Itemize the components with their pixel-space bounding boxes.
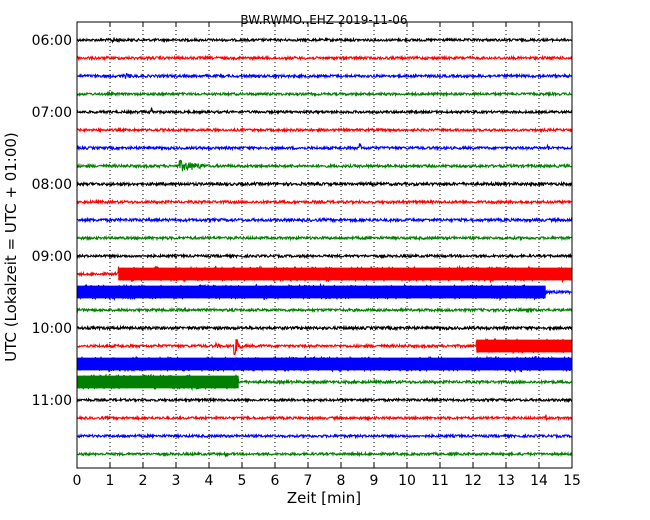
trace xyxy=(76,396,573,404)
x-tick-label: 13 xyxy=(497,473,515,489)
x-tick-label: 15 xyxy=(563,473,581,489)
x-ticks: 0 1 2 3 4 5 6 7 8 9 10 11 12 13 14 15 xyxy=(73,22,581,489)
trace-line xyxy=(76,90,573,98)
trace xyxy=(76,90,573,98)
trace-line xyxy=(76,432,573,440)
x-tick-label: 11 xyxy=(431,473,449,489)
trace xyxy=(76,180,573,188)
trace-line xyxy=(76,216,573,224)
trace xyxy=(76,36,573,44)
trace-line xyxy=(76,36,573,44)
trace-line xyxy=(76,234,573,242)
trace-saturation-band xyxy=(77,285,546,299)
x-tick-label: 10 xyxy=(398,473,416,489)
trace-line xyxy=(76,396,573,404)
chart-title: BW.RWMO..EHZ 2019-11-06 xyxy=(240,13,407,27)
trace xyxy=(76,414,573,422)
trace-line xyxy=(76,143,573,152)
x-tick-label: 1 xyxy=(106,473,115,489)
trace xyxy=(76,234,573,242)
x-tick-label: 6 xyxy=(271,473,280,489)
trace-line xyxy=(76,159,573,172)
trace-line xyxy=(76,252,573,260)
x-axis-label: Zeit [min] xyxy=(287,489,361,507)
trace-line xyxy=(76,306,573,314)
trace-line xyxy=(76,126,573,134)
trace xyxy=(76,432,573,440)
trace xyxy=(76,264,573,284)
trace-line xyxy=(76,72,573,80)
trace xyxy=(76,282,573,302)
y-tick-label: 06:00 xyxy=(32,33,72,49)
trace xyxy=(76,107,573,116)
trace-line xyxy=(76,107,573,116)
trace-line xyxy=(76,414,573,422)
trace xyxy=(76,252,573,260)
x-tick-label: 7 xyxy=(304,473,313,489)
y-ticks: 06:00 07:00 08:00 09:00 10:00 11:00 xyxy=(32,33,572,409)
trace xyxy=(76,450,573,458)
x-tick-label: 5 xyxy=(238,473,247,489)
y-tick-label: 11:00 xyxy=(32,393,72,409)
trace-layer xyxy=(76,36,573,458)
x-tick-label: 12 xyxy=(464,473,482,489)
trace-saturation-band xyxy=(118,267,572,281)
y-tick-label: 10:00 xyxy=(32,321,72,337)
x-tick-label: 4 xyxy=(205,473,214,489)
trace-saturation-band xyxy=(476,339,572,353)
trace xyxy=(76,159,573,172)
x-tick-label: 9 xyxy=(370,473,379,489)
y-tick-label: 08:00 xyxy=(32,177,72,193)
x-tick-label: 8 xyxy=(337,473,346,489)
trace-saturation-band xyxy=(77,375,239,389)
trace-line xyxy=(76,54,573,62)
trace-line xyxy=(76,324,573,332)
x-tick-label: 0 xyxy=(73,473,82,489)
trace xyxy=(76,126,573,134)
trace-line xyxy=(76,198,573,206)
trace-saturation-band xyxy=(77,357,572,371)
trace xyxy=(76,143,573,152)
trace-line xyxy=(76,450,573,458)
axes-frame xyxy=(76,21,573,469)
trace xyxy=(76,216,573,224)
trace xyxy=(76,324,573,332)
trace-line xyxy=(76,180,573,188)
trace xyxy=(76,337,573,356)
trace xyxy=(76,373,573,392)
trace xyxy=(76,306,573,314)
trace xyxy=(76,54,573,62)
y-axis-label: UTC (Lokalzeit = UTC + 01:00) xyxy=(2,132,20,362)
x-tick-label: 14 xyxy=(530,473,548,489)
trace xyxy=(76,72,573,80)
trace xyxy=(76,198,573,206)
trace xyxy=(76,355,573,374)
x-tick-label: 2 xyxy=(139,473,148,489)
y-tick-label: 09:00 xyxy=(32,249,72,265)
y-tick-label: 07:00 xyxy=(32,105,72,121)
x-tick-label: 3 xyxy=(172,473,181,489)
